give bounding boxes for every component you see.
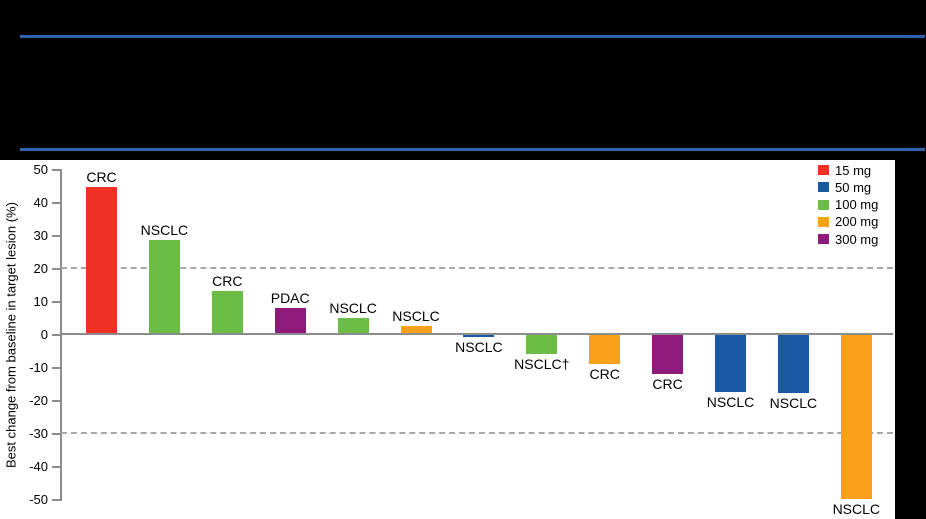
y-axis-tick — [52, 400, 60, 402]
y-axis-tick — [52, 466, 60, 468]
bar-NSCLC-100mg — [148, 239, 180, 334]
header-rule-top — [20, 35, 925, 38]
bar-label: CRC — [589, 365, 620, 382]
bar-NSCLC-100mg — [337, 317, 369, 334]
bar-label: CRC — [652, 375, 683, 392]
y-axis-tick-label: -40 — [29, 459, 48, 474]
legend-item-200mg: 200 mg — [818, 215, 878, 229]
bar-NSCLC-100mg — [526, 334, 558, 354]
legend-swatch-icon — [818, 199, 829, 210]
y-axis-tick-label: 0 — [40, 327, 48, 342]
bar-label: PDAC — [270, 289, 310, 306]
bar-label: NSCLC — [706, 393, 755, 410]
y-axis-tick — [52, 301, 60, 303]
bar-label: NSCLC — [392, 307, 440, 324]
bar-PDAC-300mg — [274, 307, 306, 334]
y-axis-tick — [52, 202, 60, 204]
bar-NSCLC-200mg — [400, 325, 432, 334]
y-axis-tick — [52, 433, 60, 435]
legend-label: 300 mg — [835, 231, 879, 247]
y-axis-tick-label: 40 — [33, 195, 48, 210]
zero-baseline — [60, 333, 893, 335]
y-axis-tick — [52, 169, 60, 171]
y-axis-line — [60, 169, 62, 501]
bar-label: NSCLC — [832, 501, 881, 517]
y-axis-tick-label: 30 — [33, 228, 48, 243]
legend-swatch-icon — [818, 216, 829, 227]
bar-CRC-100mg — [211, 291, 243, 334]
bar-label: NSCLC — [769, 395, 818, 412]
bar-NSCLC-50mg — [715, 334, 746, 392]
y-axis-tick-label: -30 — [29, 426, 48, 441]
y-axis-tick-label: 10 — [33, 294, 48, 309]
waterfall-chart-panel: Best change from baseline in target lesi… — [0, 160, 895, 519]
bar-label: NSCLC — [140, 221, 189, 238]
y-axis-tick — [52, 268, 60, 270]
bar-label: NSCLC† — [514, 355, 570, 372]
y-axis-tick — [52, 499, 60, 501]
legend-label: 15 mg — [835, 162, 872, 178]
y-axis-tick-label: 50 — [33, 162, 48, 177]
y-axis-tick-label: 20 — [33, 261, 48, 276]
legend-swatch-icon — [818, 165, 829, 175]
y-axis-tick-label: -50 — [29, 492, 48, 507]
bar-NSCLC-50mg — [777, 334, 809, 394]
bar-label: NSCLC — [455, 339, 503, 356]
y-axis-tick — [52, 367, 60, 369]
bar-NSCLC-200mg — [840, 334, 872, 499]
bar-CRC-300mg — [652, 334, 684, 374]
legend-label: 200 mg — [835, 214, 879, 230]
y-axis-tick-label: -10 — [29, 360, 48, 375]
y-axis-tick-label: -20 — [29, 393, 48, 408]
bar-label: CRC — [212, 273, 243, 290]
y-axis-tick — [52, 235, 60, 237]
legend-label: 50 mg — [835, 179, 872, 195]
bar-label: NSCLC — [329, 299, 377, 316]
legend-item-50mg: 50 mg — [818, 180, 871, 194]
legend-item-15mg: 15 mg — [818, 163, 871, 177]
reference-line — [61, 432, 893, 434]
y-axis-tick — [52, 334, 60, 336]
legend-swatch-icon — [818, 182, 829, 193]
legend-label: 100 mg — [835, 197, 879, 213]
bar-CRC-200mg — [589, 334, 621, 364]
bar-NSCLC-50mg — [463, 334, 495, 338]
bar-CRC-15mg — [86, 187, 117, 334]
bar-label: CRC — [86, 169, 117, 186]
legend-item-300mg: 300 mg — [818, 232, 878, 246]
reference-line — [61, 267, 893, 269]
legend-item-100mg: 100 mg — [818, 198, 878, 212]
header-rule-bottom — [20, 148, 925, 151]
legend-swatch-icon — [818, 234, 829, 245]
